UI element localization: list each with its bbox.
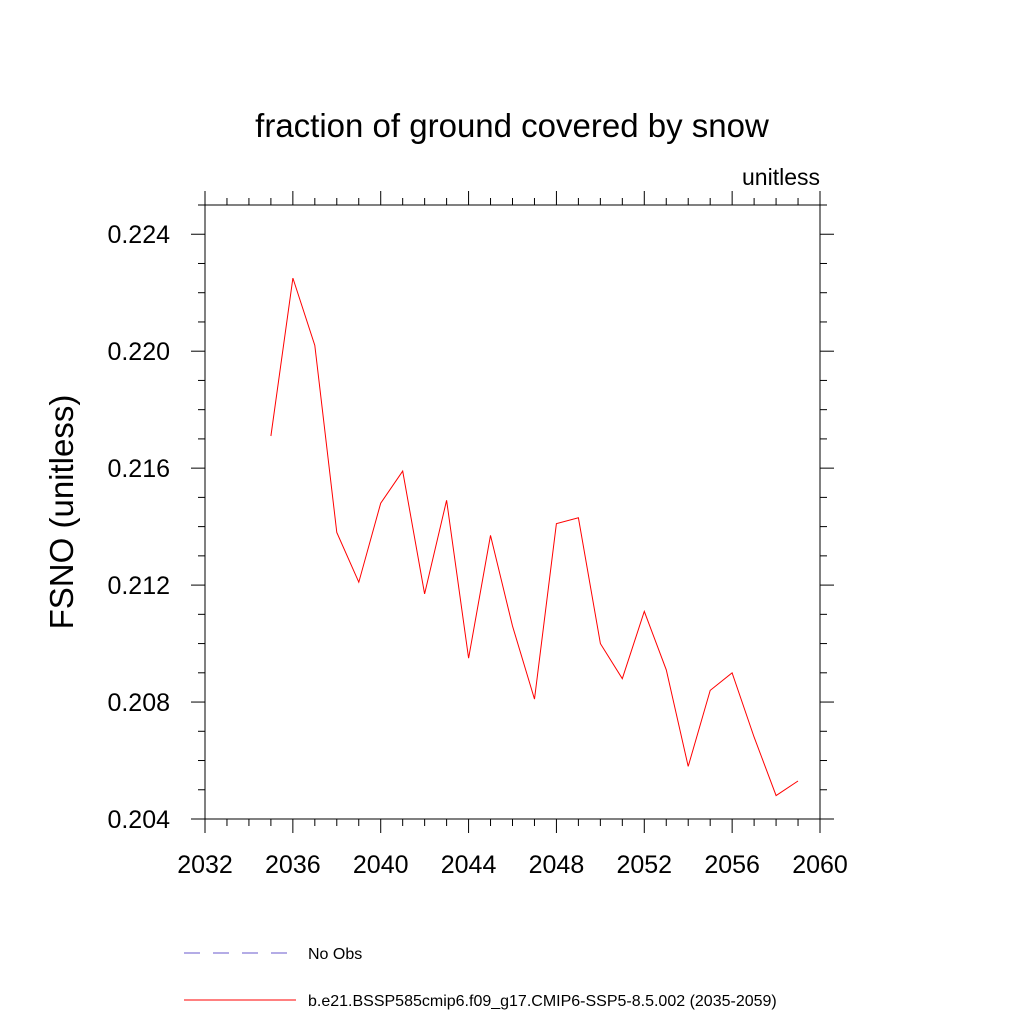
y-tick-label: 0.224 bbox=[107, 221, 170, 249]
units-label: unitless bbox=[742, 164, 820, 190]
data-series bbox=[270, 277, 799, 797]
x-tick-label: 2040 bbox=[353, 851, 409, 879]
legend-label: No Obs bbox=[308, 946, 362, 963]
x-tick-label: 2052 bbox=[616, 851, 672, 879]
axis-tick-labels: 2032 2036 2040 2044 2048 2052 2056 2060 0.204 0.2… bbox=[107, 221, 847, 879]
y-axis-label: FSNO (unitless) bbox=[43, 395, 80, 630]
axis-ticks bbox=[191, 191, 834, 833]
plot-frame bbox=[204, 204, 821, 820]
legend-label: b.e21.BSSP585cmip6.f09_g17.CMIP6-SSP5-8.… bbox=[308, 993, 777, 1010]
y-tick-label: 0.216 bbox=[107, 455, 170, 483]
x-tick-label: 2056 bbox=[704, 851, 760, 879]
chart-title: fraction of ground covered by snow bbox=[255, 107, 769, 144]
y-tick-label: 0.204 bbox=[107, 806, 170, 834]
y-tick-label: 0.212 bbox=[107, 572, 170, 600]
x-tick-label: 2032 bbox=[177, 851, 233, 879]
x-tick-label: 2036 bbox=[265, 851, 321, 879]
x-tick-label: 2060 bbox=[792, 851, 848, 879]
series-line bbox=[270, 277, 799, 797]
x-tick-label: 2044 bbox=[441, 851, 497, 879]
y-tick-label: 0.220 bbox=[107, 338, 170, 366]
y-tick-label: 0.208 bbox=[107, 689, 170, 717]
x-tick-label: 2048 bbox=[529, 851, 585, 879]
legend: No Obs b.e21.BSSP585cmip6.f09_g17.CMIP6-S… bbox=[184, 946, 777, 1010]
